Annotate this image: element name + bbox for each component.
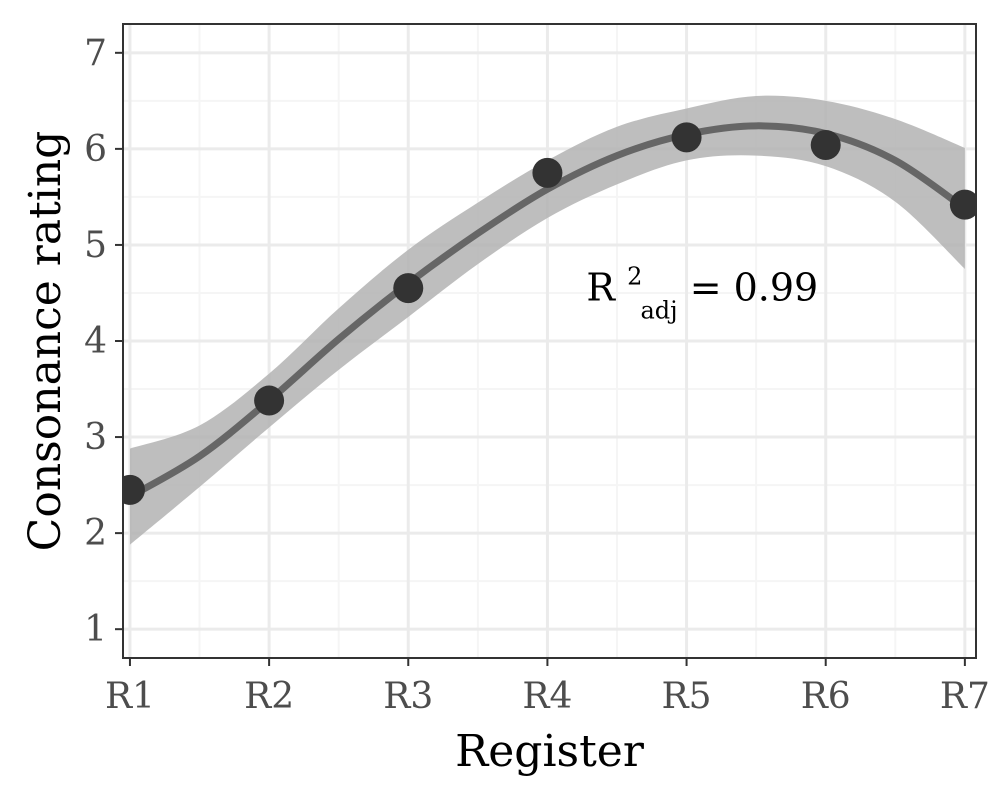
- y-axis-ticks: 1 2 3 4 5 6 7: [84, 33, 123, 650]
- y-tick-label: 4: [84, 321, 107, 362]
- x-axis-ticks: R1 R2 R3 R4 R5 R6 R7: [105, 658, 990, 717]
- x-tick-label: R6: [801, 676, 851, 717]
- data-points: [123, 122, 976, 505]
- data-point: [254, 385, 285, 416]
- x-tick-label: R4: [522, 676, 572, 717]
- y-tick-label: 3: [84, 417, 107, 458]
- r2-superscript: 2: [627, 263, 642, 291]
- x-tick-label: R5: [662, 676, 712, 717]
- y-tick-label: 6: [84, 129, 107, 170]
- data-point: [671, 122, 702, 153]
- data-point: [123, 474, 145, 505]
- y-tick-label: 5: [84, 225, 107, 266]
- data-point: [949, 189, 976, 220]
- y-tick-label: 2: [84, 513, 107, 554]
- y-tick-label: 7: [84, 33, 107, 74]
- r2-base: R: [586, 266, 616, 310]
- y-tick-label: 1: [84, 609, 107, 650]
- r2-subscript: adj: [640, 297, 677, 325]
- x-tick-label: R3: [383, 676, 433, 717]
- r2-annotation: R 2 adj = 0.99: [586, 250, 818, 328]
- x-tick-label: R7: [940, 676, 990, 717]
- data-point: [393, 273, 424, 304]
- r2-value: = 0.99: [690, 266, 819, 310]
- y-axis-title: Consonance rating: [20, 131, 71, 552]
- x-tick-label: R1: [105, 676, 155, 717]
- x-tick-label: R2: [244, 676, 294, 717]
- x-axis-title: Register: [455, 726, 645, 777]
- data-point: [532, 157, 563, 188]
- data-point: [810, 130, 841, 161]
